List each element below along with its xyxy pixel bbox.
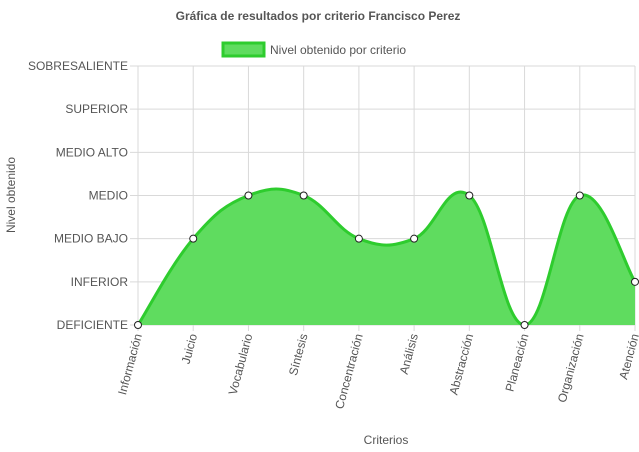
y-tick-label: MEDIO BAJO — [54, 232, 128, 246]
x-tick-label: Atención — [616, 332, 639, 381]
x-tick-label: Información — [115, 332, 145, 396]
data-point[interactable] — [465, 191, 474, 200]
legend[interactable]: Nivel obtenido por criterio — [221, 41, 406, 58]
y-tick-label: INFERIOR — [71, 275, 129, 289]
series-fill — [138, 189, 635, 325]
y-tick-label: SUPERIOR — [65, 102, 128, 116]
x-tick-label: Síntesis — [286, 332, 311, 377]
legend-swatch — [221, 41, 266, 58]
data-point[interactable] — [189, 234, 198, 243]
data-point[interactable] — [520, 321, 529, 329]
x-axis-title: Criterios — [364, 433, 409, 447]
y-axis-labels: DEFICIENTE INFERIOR MEDIO BAJO MEDIO MEDIO A… — [28, 59, 128, 332]
data-point[interactable] — [244, 191, 253, 200]
data-point[interactable] — [134, 321, 142, 329]
y-axis-title: Nivel obtenido — [4, 157, 18, 233]
x-tick-label: Planeación — [503, 332, 532, 393]
data-points — [134, 191, 639, 329]
y-tick-label: SOBRESALIENTE — [28, 59, 128, 73]
x-tick-label: Análisis — [397, 332, 421, 376]
data-point[interactable] — [354, 234, 363, 243]
chart-title: Gráfica de resultados por criterio Franc… — [176, 9, 461, 23]
data-point[interactable] — [631, 277, 639, 286]
data-point[interactable] — [299, 191, 308, 200]
y-tick-label: MEDIO — [89, 189, 128, 203]
x-tick-label: Organización — [555, 332, 587, 404]
x-tick-label: Abstracción — [446, 332, 476, 396]
series-area — [136, 187, 637, 327]
x-axis-labels: Información Juicio Vocabulario Síntesis Conc… — [115, 332, 639, 411]
legend-label: Nivel obtenido por criterio — [270, 43, 406, 57]
y-tick-label: DEFICIENTE — [57, 318, 128, 332]
x-tick-label: Vocabulario — [226, 332, 256, 397]
y-tick-label: MEDIO ALTO — [56, 145, 128, 159]
data-point[interactable] — [410, 234, 419, 243]
x-tick-label: Juicio — [179, 332, 201, 366]
data-point[interactable] — [575, 191, 584, 200]
x-tick-label: Concentración — [332, 332, 366, 410]
